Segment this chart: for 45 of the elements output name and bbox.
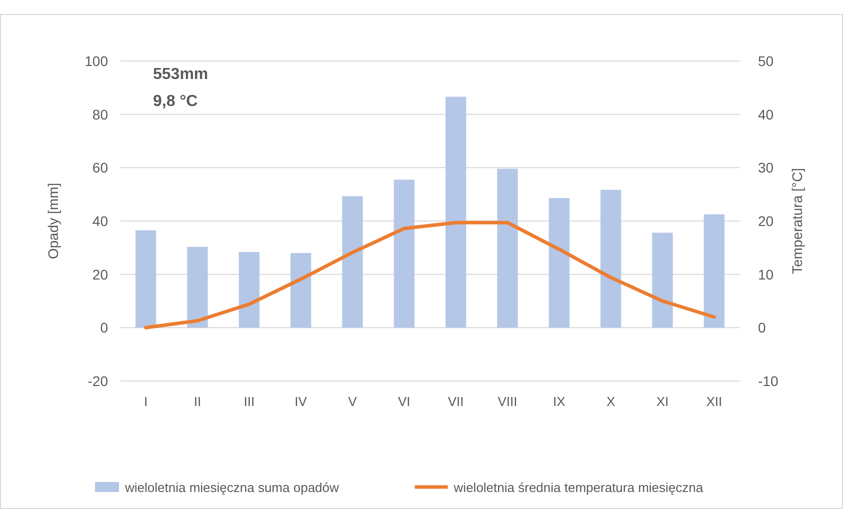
x-tick-label: IX: [553, 394, 566, 409]
x-tick-label: VIII: [498, 394, 518, 409]
y-tick-label: 60: [92, 160, 108, 176]
y-axis-title: Opady [mm]: [45, 182, 61, 260]
bar: [290, 253, 312, 328]
y-tick-label: 40: [92, 213, 108, 229]
bar: [704, 214, 724, 328]
y2-tick-label: 40: [758, 106, 774, 122]
x-tick-label: I: [144, 394, 148, 409]
bar: [497, 168, 518, 328]
annotation: 9,8 °C: [153, 93, 198, 110]
bar: [446, 96, 466, 328]
bar: [238, 252, 260, 328]
x-tick-label: VI: [398, 394, 410, 409]
y-tick-label: -20: [88, 373, 108, 389]
bar: [136, 230, 156, 328]
y-tick-label: 80: [92, 106, 108, 122]
bar: [548, 198, 570, 328]
annotation: 553mm: [153, 66, 208, 83]
y2-tick-label: 20: [758, 213, 774, 229]
bar: [652, 232, 673, 328]
bar: [394, 180, 414, 328]
line-series: [144, 220, 716, 330]
y2-axis-title: Temperatura [°C]: [789, 168, 805, 274]
x-tick-label: IV: [294, 394, 308, 409]
x-tick-label: X: [606, 394, 616, 409]
legend-label: wieloletnia średnia temperatura miesięczna: [452, 480, 704, 495]
y-tick-label: 0: [100, 320, 108, 336]
x-tick-label: VII: [448, 394, 464, 409]
bar: [342, 196, 363, 328]
x-tick-label: III: [244, 394, 255, 409]
y2-tick-label: 0: [758, 320, 766, 336]
legend-label: wieloletnia miesięczna suma opadów: [124, 480, 340, 495]
y2-tick-label: 10: [758, 266, 774, 282]
x-tick-label: XII: [706, 394, 722, 409]
x-tick-label: II: [194, 394, 202, 409]
y-tick-label: 100: [84, 53, 108, 69]
y2-tick-label: -10: [758, 373, 778, 389]
y2-tick-label: 30: [758, 160, 774, 176]
y2-tick-label: 50: [758, 53, 774, 69]
x-tick-label: XI: [656, 394, 669, 409]
bar: [600, 190, 622, 328]
x-tick-label: V: [348, 394, 358, 409]
y-tick-label: 20: [92, 266, 108, 282]
bar: [187, 246, 208, 328]
